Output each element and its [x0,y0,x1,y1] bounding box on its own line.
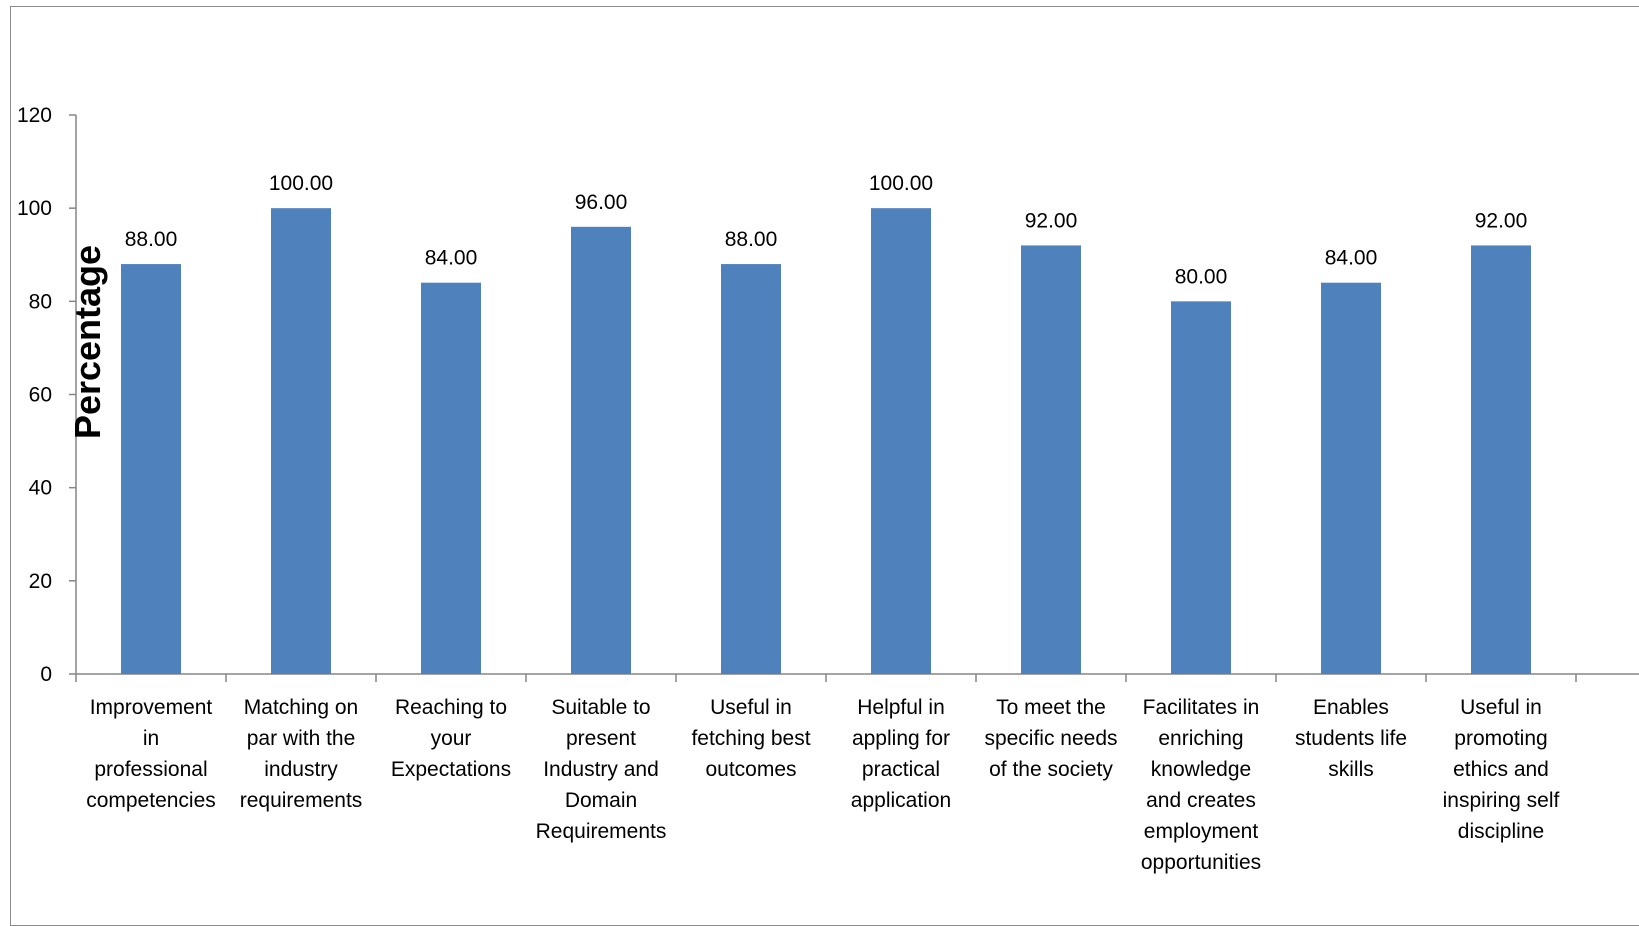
data-label: 100.00 [269,172,333,195]
category-label: Useful in promoting ethics and inspiring se… [1443,696,1560,843]
category-label: Reaching to your Expectations [391,696,511,781]
bar [1321,282,1381,674]
data-label: 88.00 [725,228,778,251]
category-labels: Improvement in professional competenciesMat… [86,696,1559,874]
bar [1471,245,1531,674]
category-label: Facilitates in enriching knowledge and crea… [1141,696,1261,874]
data-label: 92.00 [1475,209,1528,232]
data-label: 100.00 [869,172,933,195]
data-label: 84.00 [425,247,478,270]
y-tick-label: 40 [29,477,52,500]
category-label: Matching on par with the industry requireme… [240,696,363,812]
category-label: Useful in fetching best outcomes [691,696,810,781]
bar [571,226,631,675]
category-label: Improvement in professional competencies [86,696,216,812]
bar [721,264,781,674]
y-tick-label: 0 [40,663,52,686]
category-label: Helpful in appling for practical applicatio… [851,696,951,812]
bar [871,208,931,674]
axes [75,115,1639,682]
category-label: To meet the specific needs of the society [984,696,1117,781]
y-tick-label: 100 [17,197,52,220]
data-labels: 88.00 100.00 84.00 96.00 88.00 100.00 92.00 80.… [125,172,1528,288]
bar [121,264,181,674]
bar [421,282,481,674]
data-label: 96.00 [575,191,628,214]
bars [121,208,1531,675]
y-axis-ticks: 0 20 40 60 80 100 120 [17,104,76,686]
category-label: Suitable to present Industry and Domain Requ… [536,696,667,843]
y-tick-label: 60 [29,384,52,407]
y-axis-label: Percentage [67,245,108,439]
data-label: 80.00 [1175,265,1228,288]
category-label: Enables students life skills [1295,696,1407,781]
y-tick-label: 120 [17,104,52,127]
data-label: 84.00 [1325,247,1378,270]
y-tick-label: 80 [29,290,52,313]
data-label: 92.00 [1025,209,1078,232]
data-label: 88.00 [125,228,178,251]
bar [1171,301,1231,674]
y-tick-label: 20 [29,570,52,593]
bar [1021,245,1081,674]
bar [271,208,331,674]
